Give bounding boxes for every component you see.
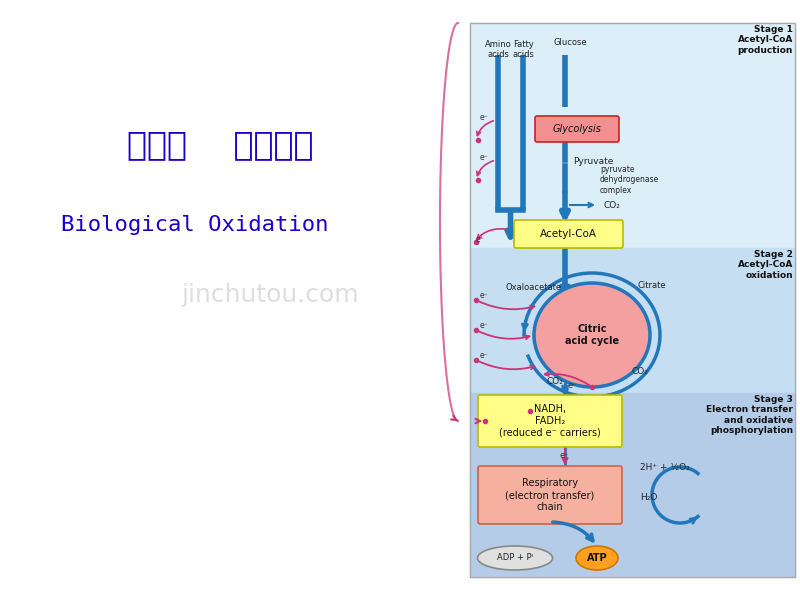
Text: Respiratory
(electron transfer)
chain: Respiratory (electron transfer) chain [506,478,594,512]
Text: jinchutou.com: jinchutou.com [181,283,359,307]
Ellipse shape [576,546,618,570]
Text: CO₂: CO₂ [632,367,649,377]
Text: e⁻: e⁻ [560,451,570,460]
Text: Amino
acids: Amino acids [485,40,511,59]
Text: pyruvate
dehydrogenase
complex: pyruvate dehydrogenase complex [600,165,659,195]
Text: Pyruvate: Pyruvate [573,157,614,166]
Text: e⁻: e⁻ [480,153,489,162]
Text: ATP: ATP [586,553,607,563]
Text: Acetyl-CoA: Acetyl-CoA [540,229,597,239]
Text: e⁻: e⁻ [480,291,489,300]
Text: Glycolysis: Glycolysis [553,124,602,134]
Text: e⁻: e⁻ [480,113,489,122]
Text: ADP + Pᴵ: ADP + Pᴵ [497,553,533,563]
FancyBboxPatch shape [535,116,619,142]
Text: e⁻: e⁻ [480,351,489,360]
Text: 第八章    生物氧化: 第八章 生物氧化 [126,128,314,161]
Ellipse shape [534,283,650,387]
Text: Stage 2
Acetyl-CoA
oxidation: Stage 2 Acetyl-CoA oxidation [738,250,793,280]
Text: 2H⁺ + ½O₂: 2H⁺ + ½O₂ [640,463,690,473]
Text: Glucose: Glucose [553,38,587,47]
Text: e⁻: e⁻ [480,321,489,330]
Polygon shape [470,393,795,577]
Text: e⁻: e⁻ [476,235,485,244]
Text: H₂O: H₂O [640,493,658,503]
Text: Citrate: Citrate [638,280,666,289]
Text: Stage 1
Acetyl-CoA
production: Stage 1 Acetyl-CoA production [738,25,793,55]
Text: e⁻: e⁻ [568,381,578,390]
Text: CO₂: CO₂ [546,377,563,386]
Text: Citric
acid cycle: Citric acid cycle [565,324,619,346]
FancyBboxPatch shape [514,220,623,248]
Text: Oxaloacetate: Oxaloacetate [505,283,561,292]
Text: Biological Oxidation: Biological Oxidation [62,215,329,235]
FancyBboxPatch shape [478,466,622,524]
Text: NADH,
FADH₂
(reduced e⁻ carriers): NADH, FADH₂ (reduced e⁻ carriers) [499,404,601,437]
Text: CO₂: CO₂ [603,200,620,209]
Polygon shape [470,248,795,393]
Ellipse shape [478,546,553,570]
FancyBboxPatch shape [478,395,622,447]
Text: Stage 3
Electron transfer
and oxidative
phosphorylation: Stage 3 Electron transfer and oxidative … [706,395,793,435]
Text: Fatty
acids: Fatty acids [512,40,534,59]
Polygon shape [470,23,795,248]
